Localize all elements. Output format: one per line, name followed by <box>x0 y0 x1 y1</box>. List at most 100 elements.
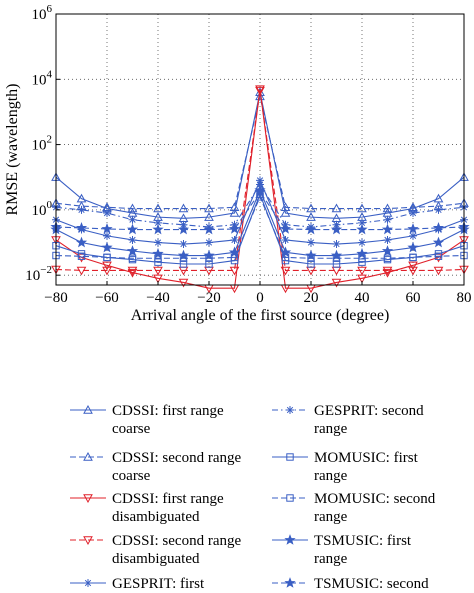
series-line-6 <box>55 192 465 265</box>
series-8-point-2 <box>101 241 113 253</box>
legend-marker-4 <box>84 579 92 587</box>
series-9-point-1 <box>75 222 88 233</box>
series-3-point-4 <box>153 266 163 276</box>
x-tick-label-0: −80 <box>44 290 67 306</box>
legend-item-0: CDSSI: first range coarse <box>70 403 224 437</box>
series-2-point-8 <box>255 85 265 95</box>
legend-marker-1 <box>83 451 93 461</box>
series-8-point-13 <box>381 245 394 256</box>
series-8-point-4 <box>152 247 164 259</box>
series-9-point-7 <box>228 223 241 234</box>
series-6-point-12 <box>358 258 366 266</box>
x-tick-label-5: 20 <box>304 290 319 306</box>
series-8-point-6 <box>203 249 215 261</box>
series-1-point-4 <box>153 203 163 213</box>
legend-label-4-line-0: GESPRIT: first <box>112 576 205 592</box>
legend-item-8: TSMUSIC: first range <box>272 533 412 567</box>
legend-label-1-line-0: CDSSI: second range <box>112 450 241 466</box>
series-5-point-12 <box>358 218 366 227</box>
legend-label-3-line-1: disambiguated <box>112 551 200 567</box>
legend-marker-6 <box>286 453 294 461</box>
legend-label-6-line-1: range <box>314 468 348 484</box>
series-6-point-6 <box>205 260 213 268</box>
series-8-point-9 <box>279 246 292 258</box>
series-8-point-11 <box>330 249 343 261</box>
legend-item-3: CDSSI: second range disambiguated <box>70 533 241 567</box>
series-9-point-11 <box>330 223 343 235</box>
series-9-point-8 <box>254 186 266 197</box>
legend-label-0-line-1: coarse <box>112 421 151 437</box>
series-4-point-5 <box>179 240 188 249</box>
x-tick-label-8: 80 <box>457 290 472 306</box>
series-9-point-13 <box>381 223 394 235</box>
series-7 <box>52 193 468 262</box>
series-5-point-2 <box>103 209 111 218</box>
series-line-0 <box>55 92 465 219</box>
series-line-7 <box>55 195 465 259</box>
series-1-point-10 <box>306 203 316 213</box>
series-2-point-2 <box>102 261 112 271</box>
series-1-point-3 <box>127 203 138 213</box>
x-tick-label-3: −20 <box>197 290 220 306</box>
grid-lines <box>55 13 465 285</box>
legend-item-6: MOMUSIC: first range <box>272 450 419 484</box>
series-line-9 <box>55 191 465 231</box>
x-ticks: −80 −60 −40 −20 0 20 40 60 80 <box>44 281 472 306</box>
series-1-point-9 <box>280 202 291 211</box>
series-2-point-3 <box>127 268 138 278</box>
series-8-point-1 <box>75 236 88 248</box>
series-7-point-1 <box>77 252 86 260</box>
series-5-point-13 <box>383 215 392 224</box>
series-7-point-14 <box>409 253 417 262</box>
series-5-point-15 <box>434 205 443 214</box>
legend-item-7: MOMUSIC: second range <box>272 491 436 525</box>
series-9-point-10 <box>305 223 317 235</box>
y-axis-label: RMSE (wavelength) <box>4 84 21 216</box>
legend-label-2-line-1: disambiguated <box>112 509 200 525</box>
legend-marker-3 <box>83 536 93 546</box>
series-4-point-2 <box>103 231 111 240</box>
series-9-point-14 <box>407 223 419 234</box>
y-tick-label-3: 104 <box>32 68 53 88</box>
legend-label-1-line-1: coarse <box>112 468 151 484</box>
legend-marker-0 <box>83 404 93 414</box>
legend-label-2-line-0: CDSSI: first range <box>112 491 224 507</box>
series-1-point-12 <box>357 203 367 213</box>
series-6-point-5 <box>179 260 188 268</box>
series-9-point-3 <box>126 223 139 235</box>
series-3-point-7 <box>229 266 240 276</box>
series-7-point-13 <box>383 254 392 262</box>
x-tick-label-1: −60 <box>95 290 118 306</box>
series-line-1 <box>55 96 465 210</box>
series-0-point-9 <box>280 208 291 217</box>
series-4-point-10 <box>307 238 315 247</box>
series-3-point-15 <box>433 266 444 276</box>
legend-item-1: CDSSI: second range coarse <box>70 450 241 484</box>
series-0-point-7 <box>229 208 240 217</box>
series-9-point-2 <box>101 223 113 234</box>
series-6-point-10 <box>307 260 315 268</box>
series-5-point-3 <box>128 215 137 224</box>
series-4-point-9 <box>281 235 290 244</box>
legend-label-5-line-0: GESPRIT: second <box>314 403 424 419</box>
series-2-point-14 <box>408 261 418 271</box>
series-4-point-11 <box>332 240 341 249</box>
series-9-point-15 <box>432 222 445 233</box>
x-tick-label-6: 40 <box>355 290 370 306</box>
legend-label-9-line-0: TSMUSIC: second <box>314 576 429 592</box>
series-3-point-8 <box>255 86 265 96</box>
legend-label-6-line-0: MOMUSIC: first <box>314 450 419 466</box>
y-tick-label-4: 106 <box>32 3 53 23</box>
series-1-point-13 <box>382 203 393 213</box>
series-4-point-12 <box>358 238 366 247</box>
series-7-point-15 <box>434 252 443 260</box>
series-9-point-9 <box>279 223 292 234</box>
y-ticks: 10−2 100 102 104 106 <box>25 3 60 284</box>
legend-marker-8 <box>284 534 296 545</box>
x-tick-label-4: 0 <box>256 290 264 306</box>
series-6-point-4 <box>154 258 162 266</box>
